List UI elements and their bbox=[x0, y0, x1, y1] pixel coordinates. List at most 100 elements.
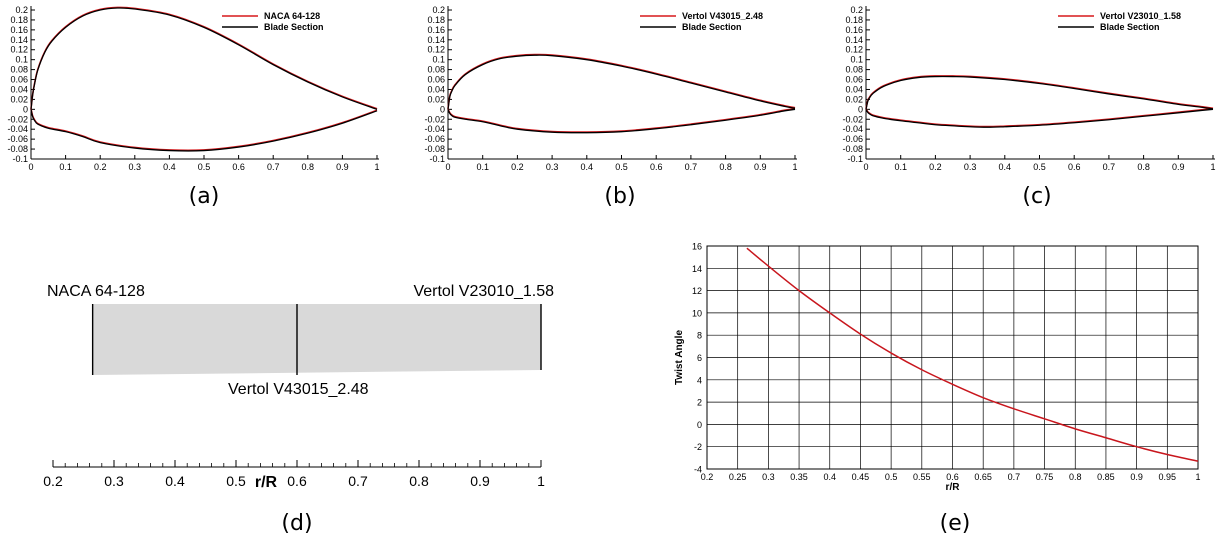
y-tick-label-b: 0.02 bbox=[427, 94, 445, 104]
x-tick-label-b: 0.6 bbox=[650, 162, 663, 172]
y-tick-label-c: 0.02 bbox=[845, 94, 863, 104]
y-tick-label-b: -0.08 bbox=[424, 144, 445, 154]
x-tick-label-e: 0.9 bbox=[1130, 472, 1143, 482]
y-tick-label-e: 4 bbox=[697, 375, 702, 385]
x-tick-label-c: 0 bbox=[863, 162, 868, 172]
legend-label-b-1: Blade Section bbox=[682, 22, 742, 32]
plot-frame-e bbox=[706, 245, 1199, 470]
y-tick-label-c: -0.06 bbox=[842, 134, 863, 144]
x-tick-label-e: 0.8 bbox=[1069, 472, 1082, 482]
x-tick-label-d: 0.2 bbox=[43, 473, 63, 489]
y-tick-label-c: 0.08 bbox=[845, 65, 863, 75]
legend-label-a-0: NACA 64-128 bbox=[264, 11, 320, 21]
airfoil-upper-a-1 bbox=[30, 7, 378, 110]
x-tick-label-b: 0.7 bbox=[685, 162, 698, 172]
legend-label-b-0: Vertol V43015_2.48 bbox=[682, 11, 763, 21]
y-tick-label-a: -0.06 bbox=[7, 134, 28, 144]
x-tick-label-c: 0.6 bbox=[1068, 162, 1081, 172]
x-tick-label-d: 0.5 bbox=[226, 473, 246, 489]
y-tick-label-a: 0.06 bbox=[10, 75, 28, 85]
x-axis-title-e: r/R bbox=[946, 482, 961, 493]
y-tick-label-e: 10 bbox=[692, 308, 702, 318]
x-tick-label-e: 0.25 bbox=[729, 472, 747, 482]
y-tick-label-a: 0.14 bbox=[10, 35, 28, 45]
x-tick-label-a: 1 bbox=[374, 162, 379, 172]
x-tick-label-e: 1 bbox=[1195, 472, 1200, 482]
station-label-root: NACA 64-128 bbox=[47, 283, 145, 300]
x-tick-label-e: 0.95 bbox=[1159, 472, 1177, 482]
x-tick-label-b: 0.9 bbox=[754, 162, 767, 172]
x-tick-label-e: 0.55 bbox=[913, 472, 931, 482]
y-tick-label-a: 0.08 bbox=[10, 65, 28, 75]
airfoil-lower-b-0 bbox=[447, 107, 796, 133]
y-tick-label-a: 0.18 bbox=[10, 15, 28, 25]
y-tick-label-c: 0.1 bbox=[850, 55, 863, 65]
caption-c: (c) bbox=[1022, 184, 1051, 209]
y-tick-label-b: 0.06 bbox=[427, 75, 445, 85]
y-tick-label-c: -0.08 bbox=[842, 144, 863, 154]
y-tick-label-b: 0.12 bbox=[427, 45, 445, 55]
x-tick-label-d: 1 bbox=[537, 473, 545, 489]
x-tick-label-e: 0.2 bbox=[701, 472, 714, 482]
airfoil-lower-c-1 bbox=[865, 108, 1214, 128]
x-tick-label-b: 0.8 bbox=[719, 162, 732, 172]
x-tick-label-c: 0.5 bbox=[1033, 162, 1046, 172]
x-tick-label-a: 0.5 bbox=[198, 162, 211, 172]
x-axis-title-d: r/R bbox=[255, 474, 278, 491]
x-tick-label-e: 0.3 bbox=[762, 472, 775, 482]
y-tick-label-c: -0.02 bbox=[842, 114, 863, 124]
x-tick-label-e: 0.35 bbox=[790, 472, 808, 482]
x-tick-label-d: 0.4 bbox=[165, 473, 185, 489]
y-tick-label-b: 0.14 bbox=[427, 35, 445, 45]
airfoil-upper-b-0 bbox=[447, 53, 796, 109]
y-tick-label-a: -0.1 bbox=[12, 154, 28, 164]
x-tick-label-d: 0.6 bbox=[287, 473, 307, 489]
x-tick-label-e: 0.7 bbox=[1008, 472, 1021, 482]
y-tick-label-b: 0.04 bbox=[427, 84, 445, 94]
y-tick-label-e: 14 bbox=[692, 264, 702, 274]
x-tick-label-d: 0.8 bbox=[409, 473, 429, 489]
y-tick-label-a: -0.08 bbox=[7, 144, 28, 154]
y-tick-label-c: 0.2 bbox=[850, 5, 863, 15]
y-tick-label-b: 0.16 bbox=[427, 25, 445, 35]
airfoil-lower-a-1 bbox=[30, 109, 378, 152]
y-tick-label-b: 0.1 bbox=[432, 55, 445, 65]
airfoil-upper-b-1 bbox=[447, 54, 796, 110]
y-tick-label-c: 0 bbox=[858, 104, 863, 114]
x-tick-label-c: 0.7 bbox=[1103, 162, 1116, 172]
y-tick-label-e: 12 bbox=[692, 286, 702, 296]
x-tick-label-e: 0.45 bbox=[852, 472, 870, 482]
y-tick-label-b: 0.08 bbox=[427, 65, 445, 75]
x-tick-label-c: 0.2 bbox=[929, 162, 942, 172]
y-tick-label-a: 0.2 bbox=[15, 5, 28, 15]
x-tick-label-e: 0.65 bbox=[974, 472, 992, 482]
y-tick-label-c: -0.1 bbox=[847, 154, 863, 164]
legend-label-c-1: Blade Section bbox=[1100, 22, 1160, 32]
airfoil-lower-a-0 bbox=[30, 108, 378, 152]
x-tick-label-b: 0.2 bbox=[511, 162, 524, 172]
y-tick-label-e: 6 bbox=[697, 353, 702, 363]
x-tick-label-c: 0.4 bbox=[999, 162, 1012, 172]
y-tick-label-b: 0 bbox=[440, 104, 445, 114]
caption-a: (a) bbox=[189, 184, 220, 209]
airfoil-lower-b-1 bbox=[447, 108, 796, 134]
y-tick-label-a: 0.16 bbox=[10, 25, 28, 35]
y-tick-label-a: -0.02 bbox=[7, 114, 28, 124]
airfoil-upper-a-0 bbox=[30, 6, 378, 110]
caption-d: (d) bbox=[281, 511, 312, 536]
x-tick-label-c: 0.3 bbox=[964, 162, 977, 172]
x-tick-label-a: 0.4 bbox=[163, 162, 176, 172]
y-tick-label-a: 0.12 bbox=[10, 45, 28, 55]
x-tick-label-d: 0.7 bbox=[348, 473, 368, 489]
station-label-mid: Vertol V43015_2.48 bbox=[228, 381, 369, 398]
y-tick-label-a: 0.04 bbox=[10, 84, 28, 94]
caption-e: (e) bbox=[940, 511, 971, 536]
y-tick-label-b: -0.02 bbox=[424, 114, 445, 124]
x-tick-label-a: 0.9 bbox=[336, 162, 349, 172]
y-tick-label-c: 0.18 bbox=[845, 15, 863, 25]
x-tick-label-d: 0.3 bbox=[104, 473, 124, 489]
x-tick-label-c: 0.8 bbox=[1137, 162, 1150, 172]
x-tick-label-d: 0.9 bbox=[470, 473, 490, 489]
x-tick-label-b: 0.1 bbox=[476, 162, 489, 172]
